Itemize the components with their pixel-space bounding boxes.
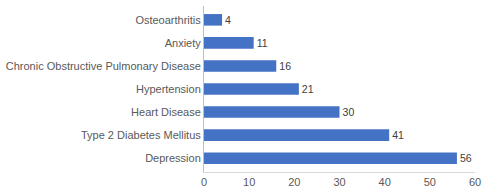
svg-text:0: 0 — [201, 176, 207, 188]
svg-text:16: 16 — [279, 60, 291, 72]
svg-text:30: 30 — [333, 176, 345, 188]
svg-text:20: 20 — [288, 176, 300, 188]
svg-text:56: 56 — [460, 152, 472, 164]
svg-text:Osteoarthritis: Osteoarthritis — [135, 14, 201, 26]
svg-text:41: 41 — [392, 129, 404, 141]
svg-text:Heart Disease: Heart Disease — [131, 106, 201, 118]
svg-text:21: 21 — [302, 83, 314, 95]
svg-text:50: 50 — [424, 176, 436, 188]
svg-text:Chronic Obstructive Pulmonary: Chronic Obstructive Pulmonary Disease — [6, 60, 201, 72]
svg-text:Type 2 Diabetes Mellitus: Type 2 Diabetes Mellitus — [81, 129, 201, 141]
svg-text:Depression: Depression — [145, 152, 201, 164]
svg-text:10: 10 — [243, 176, 255, 188]
svg-text:11: 11 — [257, 37, 268, 49]
svg-text:Hypertension: Hypertension — [136, 83, 201, 95]
svg-text:60: 60 — [469, 176, 481, 188]
svg-text:30: 30 — [343, 106, 355, 118]
svg-text:Anxiety: Anxiety — [165, 37, 202, 49]
svg-text:40: 40 — [379, 176, 391, 188]
svg-text:4: 4 — [225, 14, 231, 26]
